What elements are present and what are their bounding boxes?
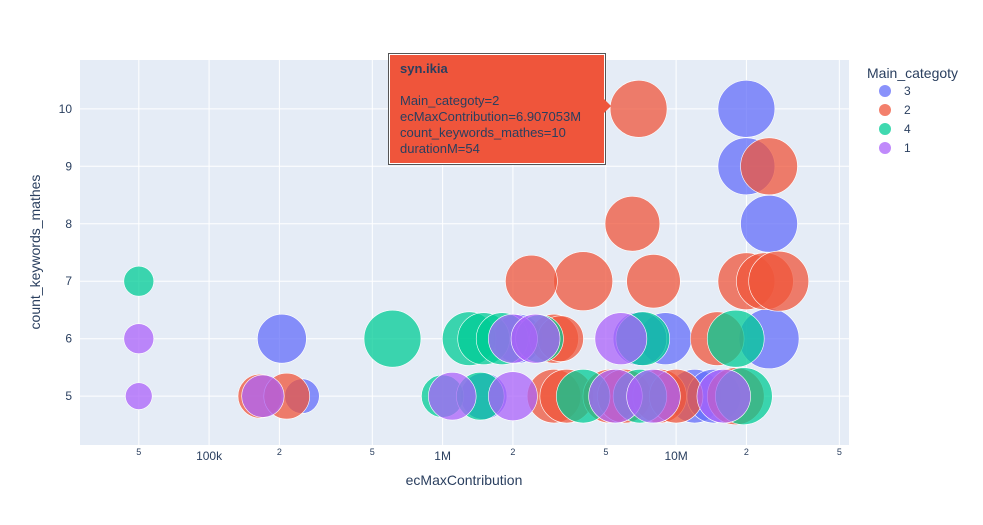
tooltip-spacer: [400, 77, 594, 93]
bubble-category-3[interactable]: [740, 195, 798, 253]
legend-label: 4: [904, 122, 911, 136]
tooltip-line-keywords: count_keywords_mathes=10: [400, 125, 566, 140]
x-tick-label: 5: [603, 447, 608, 457]
bubble-category-2[interactable]: [748, 250, 810, 312]
legend-marker: [879, 104, 891, 116]
y-tick-label: 8: [65, 217, 72, 231]
legend-item-3[interactable]: 3: [879, 84, 911, 98]
bubble-category-2[interactable]: [609, 80, 668, 138]
x-tick-label: 5: [370, 447, 375, 457]
legend-marker: [879, 142, 891, 154]
bubble-category-4[interactable]: [706, 309, 765, 368]
bubble-layer[interactable]: [123, 80, 810, 425]
bubble-category-1[interactable]: [123, 323, 155, 354]
bubble-category-2[interactable]: [505, 254, 558, 308]
y-tick-label: 10: [59, 102, 73, 116]
x-tick-label: 5: [136, 447, 141, 457]
y-tick-label: 5: [65, 389, 72, 403]
y-tick-label: 6: [65, 332, 72, 346]
x-tick-label: 10M: [664, 449, 687, 463]
legend-item-2[interactable]: 2: [879, 103, 911, 117]
tooltip-line-contribution: ecMaxContribution=6.907053M: [400, 109, 582, 124]
legend-label: 1: [904, 141, 911, 155]
bubble-category-1[interactable]: [696, 369, 751, 424]
tooltip-line-duration: durationM=54: [400, 141, 480, 156]
y-tick-label: 7: [65, 274, 72, 288]
legend-marker: [879, 123, 891, 135]
legend-item-1[interactable]: 1: [879, 141, 911, 155]
y-axis-ticks: 5 6 7 8 9 10: [59, 102, 73, 403]
legend-marker: [879, 85, 891, 97]
bubble-category-1[interactable]: [510, 313, 561, 364]
x-tick-label: 100k: [196, 449, 223, 463]
x-tick-label: 1M: [434, 449, 451, 463]
x-tick-label: 2: [744, 447, 749, 457]
bubble-category-2[interactable]: [553, 251, 613, 312]
bubble-category-2[interactable]: [740, 137, 798, 196]
tooltip-arrow: [604, 99, 611, 113]
tooltip-line-category: Main_categoty=2: [400, 93, 500, 108]
y-tick-label: 9: [65, 159, 72, 173]
bubble-category-2[interactable]: [626, 254, 681, 309]
hover-tooltip: syn.ikia Main_categoty=2 ecMaxContributi…: [389, 54, 605, 164]
bubble-category-1[interactable]: [428, 371, 477, 421]
bubble-category-2[interactable]: [604, 196, 661, 252]
bubble-category-3[interactable]: [257, 313, 307, 364]
x-axis-title: ecMaxContribution: [406, 472, 523, 488]
bubble-category-1[interactable]: [488, 371, 538, 421]
bubble-category-1[interactable]: [594, 312, 648, 365]
bubble-category-4[interactable]: [363, 309, 422, 368]
bubble-category-4[interactable]: [123, 265, 155, 297]
bubble-category-1[interactable]: [125, 382, 153, 410]
y-axis-title: count_keywords_mathes: [27, 175, 43, 330]
x-tick-label: 2: [277, 447, 282, 457]
x-axis-ticks: 5 100k 2 5 1M 2 5 10M 2 5: [136, 447, 842, 463]
x-tick-label: 5: [837, 447, 842, 457]
legend-label: 2: [904, 103, 911, 117]
bubble-category-1[interactable]: [241, 374, 285, 418]
legend-title: Main_categoty: [867, 65, 958, 81]
legend[interactable]: 3 2 4 1: [879, 84, 911, 155]
x-tick-label: 2: [510, 447, 515, 457]
legend-item-4[interactable]: 4: [879, 122, 911, 136]
tooltip-title: syn.ikia: [400, 61, 448, 76]
bubble-category-1[interactable]: [626, 369, 681, 424]
legend-label: 3: [904, 84, 911, 98]
bubble-category-3[interactable]: [717, 80, 776, 138]
